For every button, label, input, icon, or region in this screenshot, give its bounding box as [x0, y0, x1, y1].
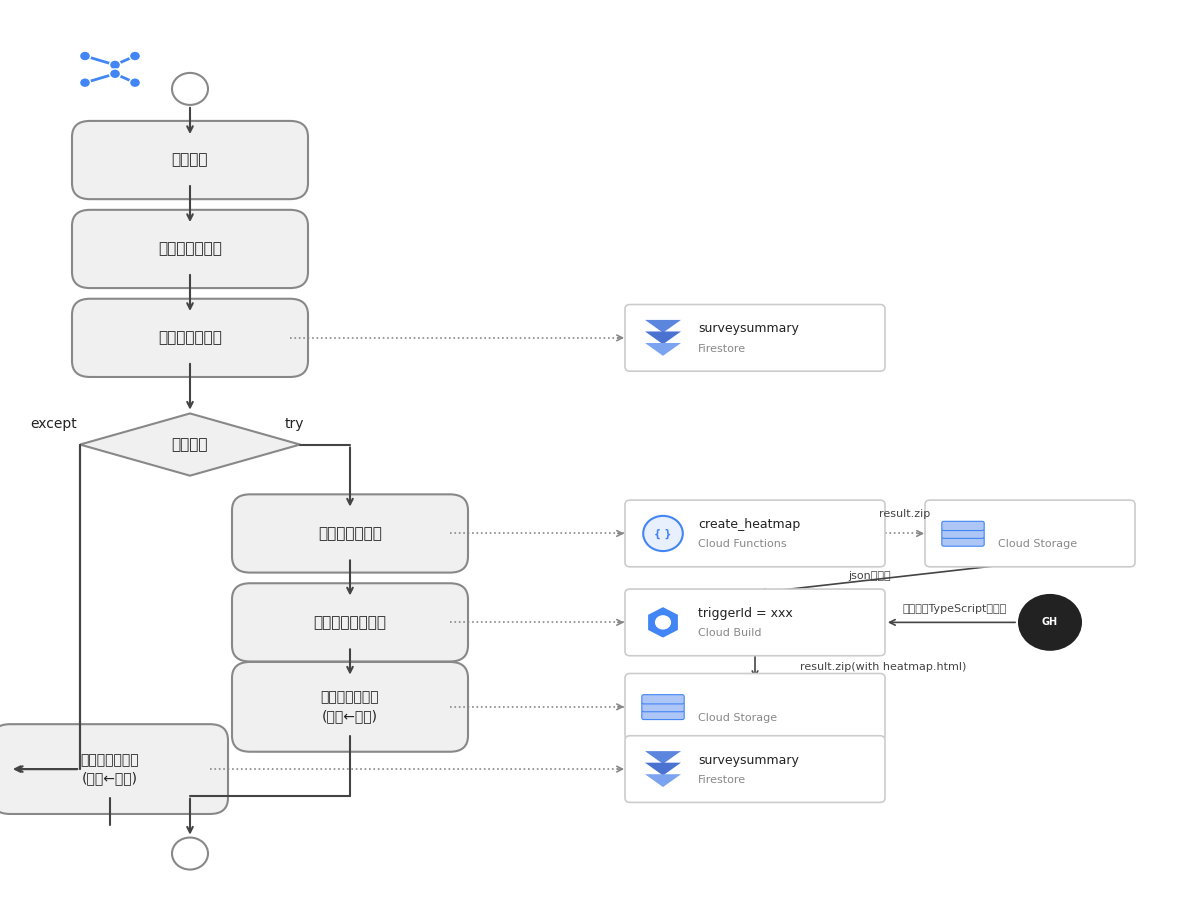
Polygon shape [80, 413, 300, 476]
FancyBboxPatch shape [72, 210, 308, 288]
FancyBboxPatch shape [625, 500, 886, 567]
FancyBboxPatch shape [642, 695, 684, 704]
FancyBboxPatch shape [625, 589, 886, 656]
Text: triggerId = xxx: triggerId = xxx [698, 607, 793, 620]
Text: Firestore: Firestore [698, 775, 746, 785]
Text: 例外処理: 例外処理 [172, 437, 209, 452]
FancyBboxPatch shape [642, 702, 684, 712]
Text: create_heatmap: create_heatmap [698, 518, 800, 531]
Circle shape [655, 615, 671, 629]
FancyBboxPatch shape [625, 674, 886, 740]
Polygon shape [646, 762, 682, 776]
Circle shape [1018, 594, 1082, 651]
Polygon shape [646, 331, 682, 344]
FancyBboxPatch shape [232, 584, 468, 662]
FancyBboxPatch shape [942, 522, 984, 531]
Circle shape [79, 78, 90, 88]
Circle shape [172, 838, 208, 869]
Text: try: try [286, 417, 305, 431]
Circle shape [130, 51, 140, 61]
Text: 管理データ更新
(処理←失敗): 管理データ更新 (処理←失敗) [80, 753, 139, 785]
Text: Cloud Functions: Cloud Functions [698, 539, 787, 550]
Text: jsonデータ: jsonデータ [848, 571, 892, 581]
Circle shape [130, 78, 140, 88]
FancyBboxPatch shape [232, 662, 468, 752]
Text: 結果データ作成: 結果データ作成 [318, 526, 382, 541]
Text: result.zip: result.zip [880, 509, 931, 519]
Text: except: except [30, 417, 77, 431]
Text: GH: GH [1042, 618, 1058, 628]
FancyBboxPatch shape [642, 710, 684, 719]
Polygon shape [648, 606, 678, 638]
Circle shape [109, 60, 120, 70]
FancyBboxPatch shape [0, 724, 228, 814]
FancyBboxPatch shape [942, 537, 984, 546]
Text: ビルド前TypeScriptコード: ビルド前TypeScriptコード [902, 604, 1007, 614]
Text: Cloud Build: Cloud Build [698, 628, 762, 638]
Text: surveysummary: surveysummary [698, 753, 799, 767]
Text: result.zip(with heatmap.html): result.zip(with heatmap.html) [800, 662, 966, 672]
Text: 管理データ作成: 管理データ作成 [158, 330, 222, 346]
Circle shape [109, 69, 120, 79]
Text: surveysummary: surveysummary [698, 322, 799, 336]
FancyBboxPatch shape [942, 529, 984, 539]
FancyBboxPatch shape [625, 304, 886, 371]
FancyBboxPatch shape [625, 735, 886, 803]
Polygon shape [646, 774, 682, 787]
Circle shape [172, 73, 208, 105]
Polygon shape [646, 320, 682, 332]
FancyBboxPatch shape [925, 500, 1135, 567]
Circle shape [643, 515, 683, 551]
Text: 変数マッピング: 変数マッピング [158, 242, 222, 257]
Text: Cloud Storage: Cloud Storage [698, 712, 778, 723]
Text: Cloud Storage: Cloud Storage [998, 539, 1078, 550]
Polygon shape [646, 751, 682, 764]
Text: 管理データ更新
(処理←成功): 管理データ更新 (処理←成功) [320, 691, 379, 723]
FancyBboxPatch shape [72, 121, 308, 199]
FancyBboxPatch shape [232, 494, 468, 573]
Text: { }: { } [654, 528, 672, 539]
Text: 変数定義: 変数定義 [172, 153, 209, 168]
FancyBboxPatch shape [72, 299, 308, 377]
Circle shape [79, 51, 90, 61]
Polygon shape [646, 343, 682, 356]
Text: ヒートマップ作成: ヒートマップ作成 [313, 615, 386, 629]
Text: Firestore: Firestore [698, 344, 746, 354]
